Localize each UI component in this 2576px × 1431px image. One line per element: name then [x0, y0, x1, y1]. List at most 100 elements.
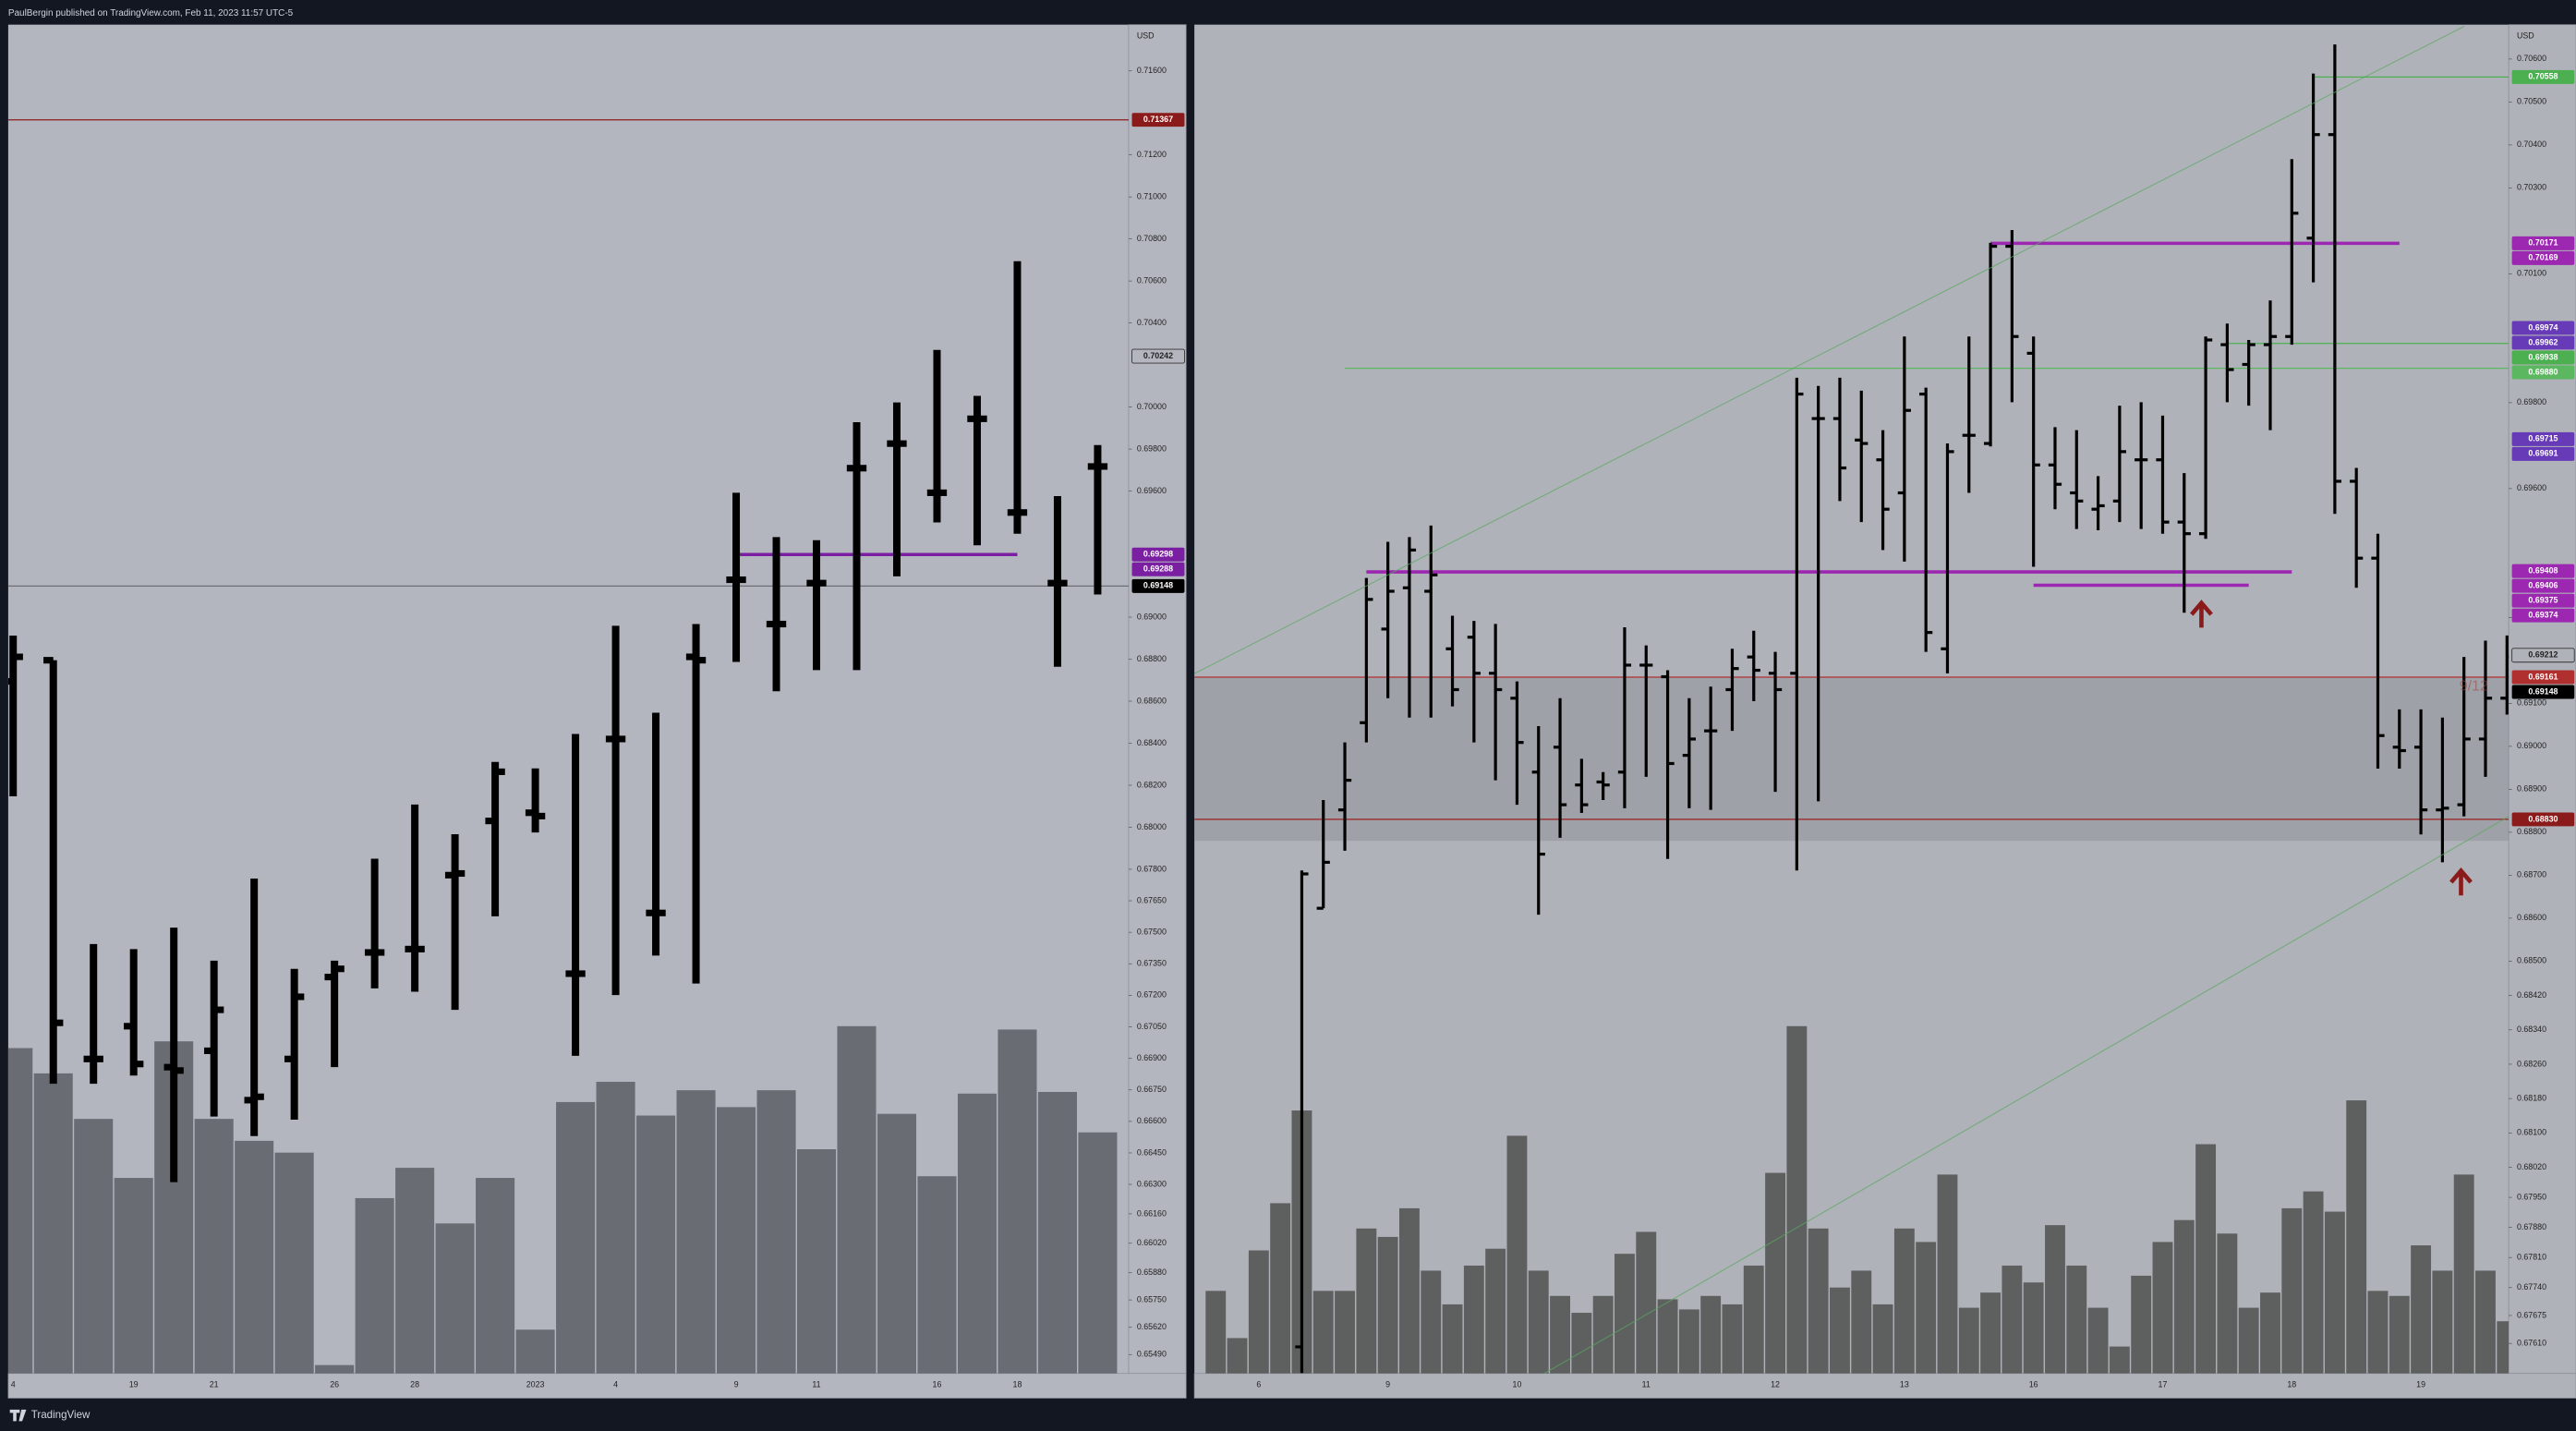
- y-tick-label: 0.67950: [2517, 1192, 2546, 1201]
- volume-bar: [756, 1090, 796, 1374]
- annotation: 9/12: [2460, 679, 2488, 695]
- volume-bar: [1830, 1287, 1850, 1374]
- currency: USD: [1137, 30, 1155, 40]
- y-tick-label: 0.68900: [2517, 784, 2546, 794]
- volume-bar: [1356, 1228, 1377, 1374]
- y-tick-label: 0.71600: [1137, 66, 1167, 75]
- y-tick-label: 0.66450: [1137, 1147, 1167, 1157]
- price-label-text: 0.71367: [1143, 115, 1173, 124]
- x-tick-label: 11: [1642, 1380, 1651, 1389]
- price-label-text: 0.69375: [2528, 596, 2558, 605]
- volume-bar: [2002, 1265, 2023, 1374]
- y-tick-label: 0.70600: [1137, 275, 1167, 285]
- price-label-text: 0.68830: [2528, 814, 2558, 823]
- volume-bar: [998, 1029, 1037, 1374]
- logo: [9, 1409, 27, 1422]
- price-label-text: 0.69298: [1143, 550, 1173, 559]
- y-tick-label: 0.69000: [2517, 741, 2546, 750]
- price-label: [2511, 812, 2575, 827]
- volume-bar: [435, 1223, 475, 1374]
- y-tick-label: 0.67350: [1137, 959, 1167, 968]
- y-tick-label: 0.69600: [1137, 486, 1167, 495]
- time-axis: [1193, 1373, 2576, 1399]
- x-tick-label: 21: [210, 1380, 219, 1389]
- price-label-text: 0.69406: [2528, 580, 2558, 589]
- price-label: [1131, 578, 1185, 593]
- volume-bar: [1851, 1270, 1872, 1374]
- plot: [1194, 44, 2509, 1374]
- volume-bar: [274, 1152, 314, 1374]
- volume-bar: [1463, 1265, 1484, 1374]
- volume-bar: [1442, 1304, 1463, 1374]
- currency: USD: [2517, 30, 2534, 40]
- y-tick-label: 0.68400: [1137, 738, 1167, 747]
- price-label-text: 0.69408: [2528, 565, 2558, 575]
- volume-bar: [596, 1082, 635, 1374]
- volume-bar: [636, 1115, 676, 1374]
- left-pane: USD 4 19 21 26 28 2023 4 9 11 16 18 0.71600 0.71200 0.…: [7, 24, 1187, 1399]
- price-label: [2511, 321, 2575, 335]
- volume-bar: [1722, 1304, 1743, 1374]
- price-label-text: 0.69161: [2528, 672, 2558, 681]
- y-tick-label: 0.68020: [2517, 1162, 2546, 1171]
- drawings: 9/12: [1194, 25, 2509, 1374]
- volume-bar: [1765, 1172, 1786, 1374]
- header-text: PaulBergin published on TradingView.com,…: [8, 8, 294, 18]
- volume-bar: [33, 1073, 73, 1374]
- price-label-text: 0.70169: [2528, 253, 2558, 262]
- volume-bar: [2087, 1307, 2109, 1374]
- y-tick-label: 0.67740: [2517, 1282, 2546, 1292]
- price-label: [2511, 69, 2575, 84]
- x-tick-label: 4: [11, 1380, 16, 1389]
- x-tick-label: 17: [2159, 1380, 2168, 1389]
- x-tick-label: 28: [410, 1380, 419, 1389]
- volume-bar: [2023, 1282, 2044, 1374]
- y-tick-label: 0.68500: [2517, 956, 2546, 965]
- y-tick-label: 0.66600: [1137, 1116, 1167, 1125]
- right-pane: USD 6 9 10 11 12 13 16 17 18 19 0.70600 0.70500 0.704…: [1193, 24, 2576, 1399]
- volume-bar: [1615, 1254, 1635, 1374]
- price-label: [1131, 547, 1185, 562]
- volume-bar: [515, 1329, 555, 1374]
- volume-bar: [1678, 1309, 1699, 1374]
- y-tick-label: 0.68200: [1137, 780, 1167, 789]
- volume-bar: [1636, 1231, 1657, 1374]
- volume-bar: [355, 1197, 394, 1374]
- y-tick-label: 0.71000: [1137, 192, 1167, 201]
- price-label-text: 0.69974: [2528, 322, 2558, 332]
- volume-bar: [2066, 1265, 2087, 1374]
- x-tick-label: 2023: [526, 1380, 545, 1389]
- volume-bar: [1937, 1174, 1958, 1374]
- price-label-text: 0.69962: [2528, 337, 2558, 346]
- y-tick-label: 0.68000: [1137, 822, 1167, 831]
- volume-bar: [1872, 1304, 1893, 1374]
- volume-bar: [1571, 1313, 1592, 1374]
- volume-bar: [74, 1119, 114, 1374]
- y-tick-label: 0.68800: [1137, 654, 1167, 663]
- volume-bar: [1205, 1291, 1227, 1374]
- channel-upper: [1194, 25, 2465, 674]
- y-tick-label: 0.69800: [2517, 397, 2546, 406]
- y-tick-label: 0.67650: [1137, 895, 1167, 904]
- y-tick-label: 0.67050: [1137, 1022, 1167, 1031]
- y-tick-label: 0.70100: [2517, 269, 2546, 278]
- price-label: [2511, 431, 2575, 446]
- y-tick-label: 0.70300: [2517, 183, 2546, 192]
- plot: [7, 119, 1129, 1374]
- volume-bar: [1037, 1091, 1077, 1374]
- y-tick-label: 0.66900: [1137, 1053, 1167, 1062]
- y-tick-label: 0.66750: [1137, 1085, 1167, 1094]
- volume-bar: [1335, 1291, 1355, 1374]
- x-tick-label: 13: [1900, 1380, 1909, 1389]
- price-label: [2511, 250, 2575, 265]
- y-tick-label: 0.68180: [2517, 1094, 2546, 1103]
- y-tick-label: 0.69100: [2517, 698, 2546, 708]
- volume-bar: [1808, 1228, 1829, 1374]
- volume-bar: [1550, 1295, 1570, 1374]
- volume-bar: [2217, 1233, 2238, 1374]
- volume-bar: [957, 1093, 998, 1374]
- x-tick-label: 11: [812, 1380, 820, 1389]
- y-tick-label: 0.67610: [2517, 1339, 2546, 1348]
- volume-bar: [1377, 1236, 1398, 1374]
